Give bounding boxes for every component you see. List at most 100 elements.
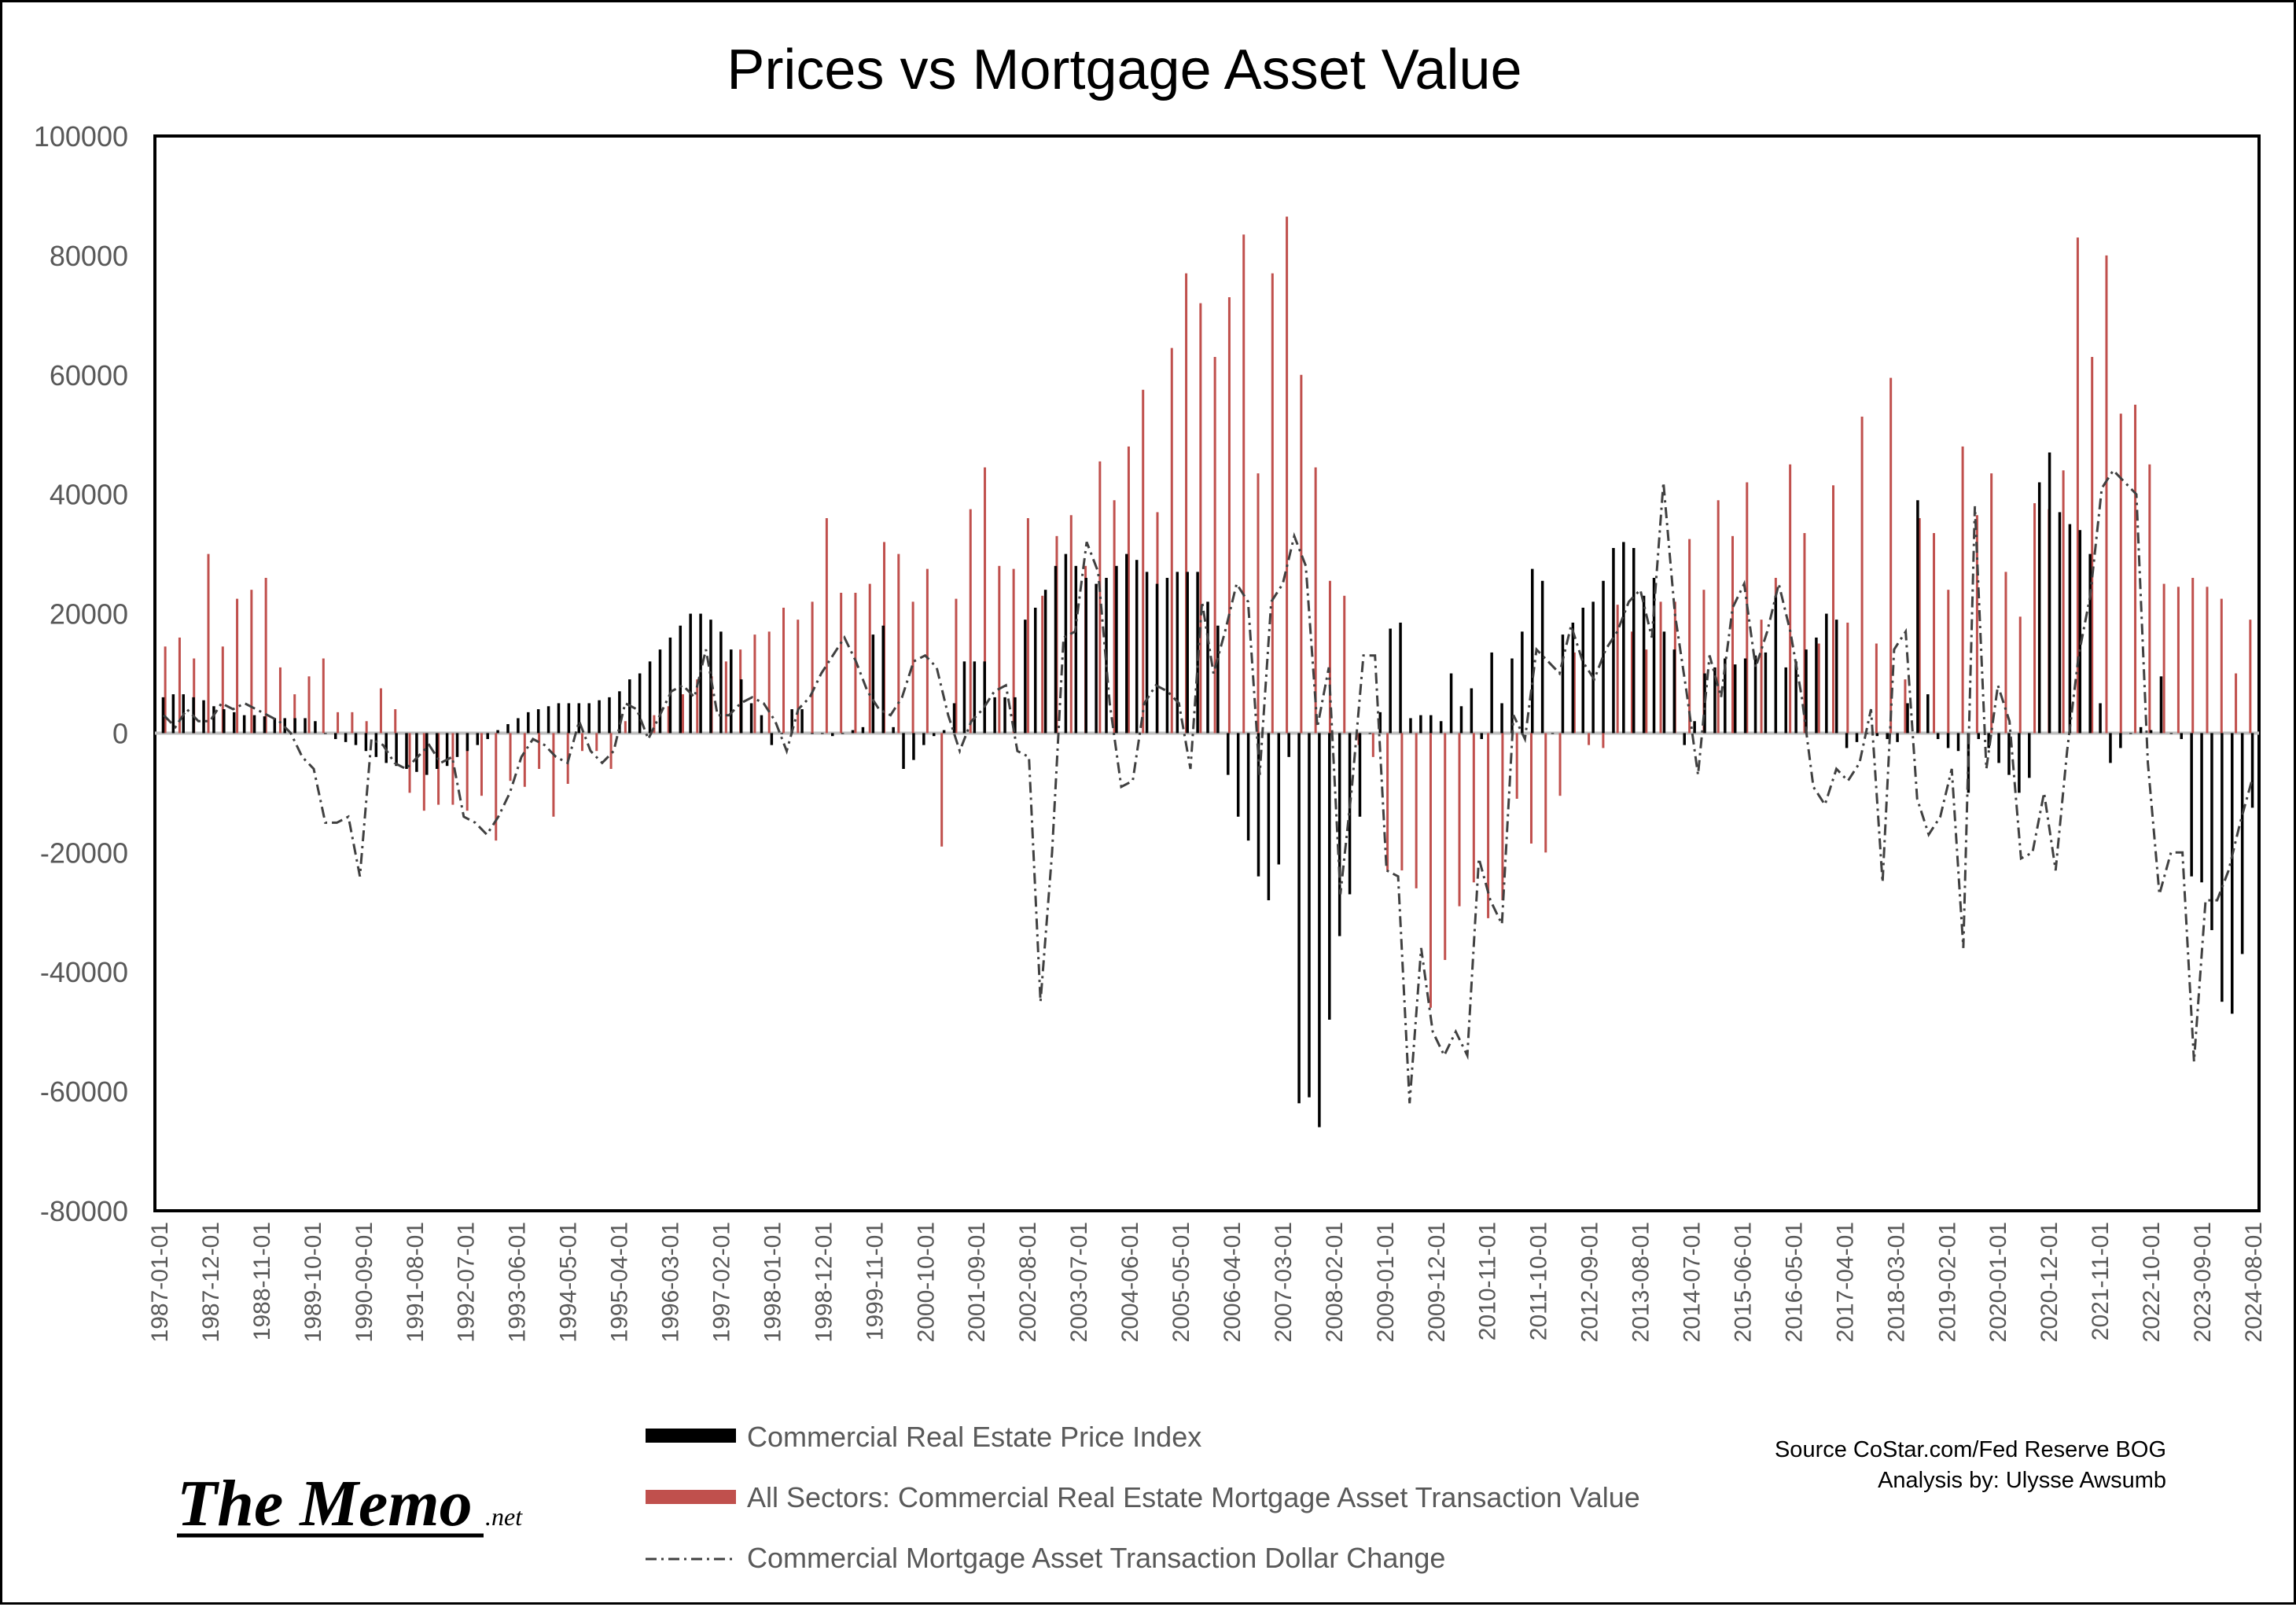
price-index-bar bbox=[1277, 733, 1281, 865]
mortgage-value-bar bbox=[1904, 679, 1907, 734]
legend-item-dollar-change[interactable]: Commercial Mortgage Asset Transaction Do… bbox=[646, 1542, 1445, 1574]
x-tick-label: 2021-11-01 bbox=[2088, 1222, 2114, 1340]
price-index-bar bbox=[1337, 733, 1341, 936]
price-index-bar bbox=[1693, 721, 1696, 734]
legend-label-dollar-change: Commercial Mortgage Asset Transaction Do… bbox=[747, 1542, 1445, 1574]
price-index-bar bbox=[1753, 655, 1757, 734]
x-tick-label: 2004-06-01 bbox=[1117, 1222, 1143, 1342]
price-index-bar bbox=[1145, 572, 1149, 734]
x-tick-label: 2013-08-01 bbox=[1628, 1222, 1654, 1342]
price-index-bar bbox=[1845, 733, 1849, 748]
price-index-bar bbox=[1399, 622, 1402, 734]
mortgage-value-bar bbox=[1716, 500, 1720, 734]
price-index-bar bbox=[2180, 733, 2184, 740]
price-index-bar bbox=[425, 733, 429, 775]
price-index-bar bbox=[1733, 664, 1737, 734]
x-tick-label: 2009-12-01 bbox=[1424, 1222, 1450, 1342]
price-index-bar bbox=[2200, 733, 2203, 883]
mortgage-value-bar bbox=[1343, 595, 1346, 734]
price-index-bar bbox=[1561, 634, 1565, 734]
price-index-bar bbox=[2068, 524, 2072, 734]
price-index-bar bbox=[2099, 703, 2102, 734]
mortgage-value-bar bbox=[322, 658, 325, 734]
mortgage-value-bars bbox=[164, 216, 2252, 1008]
x-tick-label: 1998-01-01 bbox=[760, 1222, 786, 1342]
mortgage-value-bar bbox=[1659, 601, 1662, 734]
mortgage-value-bar bbox=[1588, 733, 1591, 745]
price-index-bar bbox=[1591, 601, 1595, 734]
mortgage-value-bar bbox=[465, 733, 469, 811]
price-index-bar bbox=[1176, 572, 1179, 734]
mortgage-value-bar bbox=[1300, 374, 1303, 734]
price-index-bar bbox=[506, 724, 510, 734]
legend-item-price-index[interactable]: Commercial Real Estate Price Index bbox=[646, 1421, 1201, 1453]
legend-label-mortgage-value: All Sectors: Commercial Real Estate Mort… bbox=[747, 1481, 1640, 1513]
price-index-bar bbox=[1033, 607, 1037, 734]
mortgage-value-bar bbox=[2105, 255, 2108, 734]
mortgage-value-bar bbox=[998, 565, 1001, 734]
price-index-bar bbox=[2058, 512, 2062, 734]
price-index-bar bbox=[1490, 652, 1493, 734]
mortgage-value-bar bbox=[724, 661, 727, 734]
price-index-bar bbox=[1724, 658, 1727, 734]
mortgage-value-bar bbox=[767, 631, 771, 734]
mortgage-value-bar bbox=[164, 646, 167, 734]
mortgage-value-bar bbox=[1832, 485, 1835, 734]
price-index-bar bbox=[354, 733, 358, 745]
price-index-bar bbox=[1531, 568, 1534, 734]
mortgage-value-bar bbox=[1286, 216, 1289, 734]
price-index-bar bbox=[1946, 733, 1950, 748]
mortgage-value-bar bbox=[236, 598, 239, 734]
mortgage-value-bar bbox=[2162, 583, 2165, 734]
price-index-bar bbox=[567, 703, 571, 734]
price-index-bar bbox=[1165, 577, 1169, 734]
mortgage-value-bar bbox=[1702, 590, 1705, 734]
price-index-bar bbox=[679, 625, 683, 734]
mortgage-value-bar bbox=[2191, 577, 2195, 734]
price-index-bar bbox=[1551, 733, 1555, 734]
mortgage-value-bar bbox=[1645, 649, 1648, 734]
price-index-bar bbox=[851, 730, 855, 734]
price-index-bar bbox=[912, 733, 915, 760]
price-index-bar bbox=[1956, 733, 1960, 752]
mortgage-value-bar bbox=[940, 733, 944, 847]
x-tick-label: 1987-01-01 bbox=[147, 1222, 173, 1342]
mortgage-value-bar bbox=[1616, 605, 1619, 734]
x-tick-label: 2007-03-01 bbox=[1271, 1222, 1297, 1342]
legend: Commercial Real Estate Price Index All S… bbox=[646, 1421, 1640, 1574]
price-index-bar bbox=[2169, 733, 2173, 734]
price-index-bar bbox=[800, 709, 804, 734]
price-index-bar bbox=[202, 700, 205, 734]
mortgage-value-bar bbox=[1875, 643, 1878, 734]
mortgage-value-bar bbox=[1731, 535, 1734, 734]
price-index-bar bbox=[1439, 721, 1443, 734]
price-index-bar bbox=[1997, 733, 2000, 763]
mortgage-value-bar bbox=[1170, 348, 1173, 734]
brand-logo: The Memo .net bbox=[177, 1467, 523, 1540]
price-index-bar bbox=[395, 733, 398, 767]
mortgage-value-bar bbox=[1242, 234, 1246, 734]
mortgage-value-bar bbox=[2119, 414, 2122, 734]
price-index-bar bbox=[1540, 580, 1544, 734]
price-index-bar bbox=[1834, 620, 1838, 734]
mortgage-value-bar bbox=[897, 553, 900, 734]
mortgage-value-bar bbox=[1185, 273, 1188, 734]
price-index-bar bbox=[2159, 676, 2163, 734]
price-index-bar bbox=[1043, 590, 1047, 734]
price-index-bar bbox=[811, 733, 814, 734]
legend-item-mortgage-value[interactable]: All Sectors: Commercial Real Estate Mort… bbox=[646, 1481, 1640, 1513]
price-index-bar bbox=[881, 625, 885, 734]
x-tick-label: 1991-08-01 bbox=[403, 1222, 429, 1342]
price-index-bar bbox=[1480, 733, 1484, 740]
price-index-bar bbox=[902, 733, 905, 770]
price-index-bar bbox=[973, 661, 977, 734]
price-index-bar bbox=[638, 673, 642, 734]
price-index-bar bbox=[739, 679, 743, 734]
y-tick-label: 40000 bbox=[50, 479, 128, 511]
x-tick-label: 2003-07-01 bbox=[1066, 1222, 1092, 1342]
price-index-bar bbox=[892, 726, 895, 734]
mortgage-value-bar bbox=[1458, 733, 1461, 906]
mortgage-value-bar bbox=[1501, 733, 1504, 901]
chart-title: Prices vs Mortgage Asset Value bbox=[727, 39, 1521, 101]
